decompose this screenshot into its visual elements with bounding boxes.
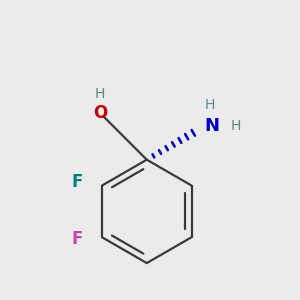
- Text: H: H: [231, 119, 241, 133]
- Text: F: F: [72, 173, 83, 191]
- Text: O: O: [93, 104, 107, 122]
- Text: F: F: [72, 230, 83, 247]
- Text: H: H: [95, 87, 105, 101]
- Text: N: N: [204, 117, 219, 135]
- Text: H: H: [204, 98, 215, 112]
